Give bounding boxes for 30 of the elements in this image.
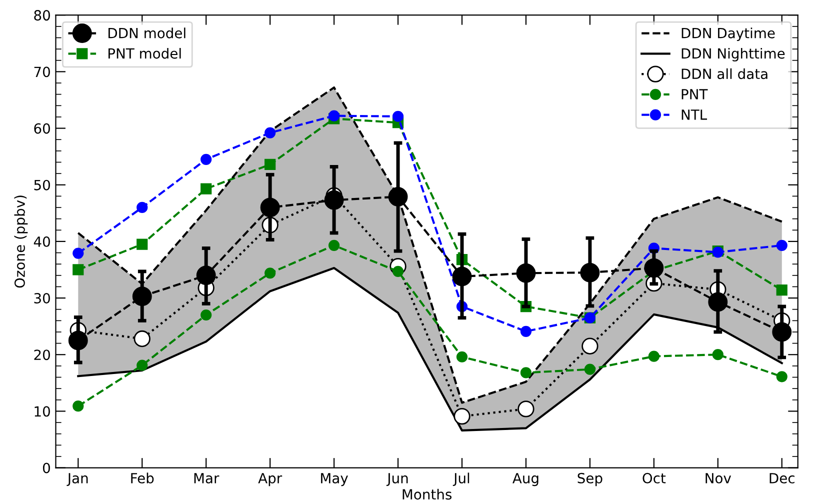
legend-label: DDN Daytime [682,28,775,42]
x-tick-label: Aug [512,473,538,486]
x-tick-label: Sep [578,472,602,486]
x-tick-label: Jul [452,472,470,486]
x-axis-title: Months [402,488,452,500]
x-tick-label: May [321,473,348,486]
x-tick-label: Apr [258,473,282,486]
x-tick-label: Feb [131,472,154,484]
x-tick-label: Dec [770,473,794,484]
x-tick-label: Nov [706,473,732,484]
legend-label: PNT [682,89,708,100]
y-tick-label: 50 [34,180,50,190]
legend-label: DDN all data [682,68,768,80]
y-tick-label: 30 [34,292,50,304]
y-tick-label: 10 [34,406,50,417]
legend-label: DDN Nighttime [682,48,785,62]
y-axis-title: Ozone (ppbv) [14,196,28,288]
y-tick-label: 40 [34,236,50,247]
x-tick-label: Oct [642,472,666,484]
y-tick-label: 0 [42,462,50,474]
legend-label: PNT model [108,48,181,59]
x-tick-label: Jan [66,473,88,486]
y-tick-label: 60 [34,123,50,134]
y-tick-label: 80 [34,10,50,21]
y-tick-label: 20 [34,350,50,360]
x-tick-label: Mar [194,473,220,484]
y-tick-label: 70 [34,66,50,78]
x-tick-label: Jun [386,473,408,486]
legend-label: DDN model [108,28,186,38]
legend-label: NTL [682,110,708,120]
